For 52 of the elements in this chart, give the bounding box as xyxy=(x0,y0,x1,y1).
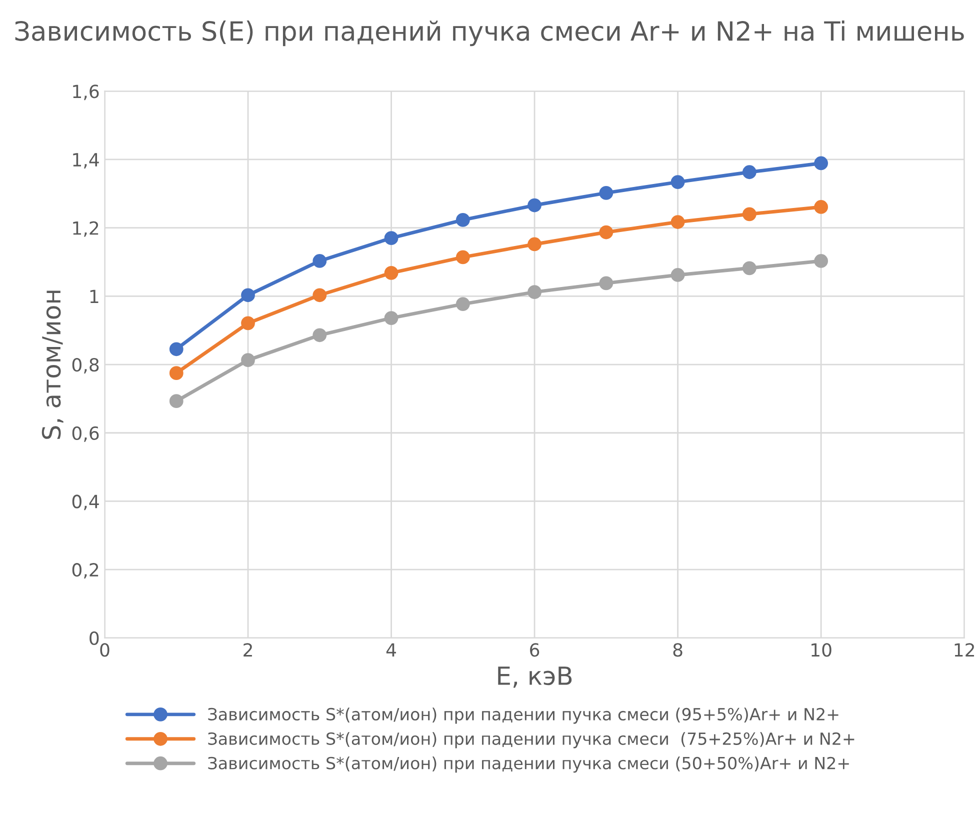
point xyxy=(670,175,685,189)
x-tick-label: 6 xyxy=(530,643,540,657)
point xyxy=(312,254,327,268)
y-tick-label: 0 xyxy=(90,631,99,646)
point xyxy=(241,288,255,302)
legend-label: Зависимость S*(атом/ион) при падении пучка смеси (95+5%)Ar+ и N2+ xyxy=(208,708,838,724)
point xyxy=(312,288,327,302)
x-axis-title: E, кэВ xyxy=(498,666,572,688)
point xyxy=(599,186,614,200)
point xyxy=(528,237,542,252)
point xyxy=(528,198,542,212)
y-tick-label: 0,4 xyxy=(72,494,99,510)
point xyxy=(241,353,255,368)
point xyxy=(384,266,398,280)
y-tick-label: 1 xyxy=(90,290,98,304)
x-tick-label: 8 xyxy=(673,643,682,657)
point xyxy=(599,225,614,240)
point xyxy=(241,316,255,330)
point xyxy=(456,213,470,227)
point xyxy=(169,342,184,356)
x-tick-label: 2 xyxy=(244,643,252,656)
point xyxy=(456,297,470,311)
y-tick-label: 1,6 xyxy=(73,84,99,100)
point xyxy=(312,328,327,342)
y-tick-label: 1,2 xyxy=(73,221,98,237)
point xyxy=(169,394,184,408)
point xyxy=(670,268,685,282)
y-tick-label: 0,6 xyxy=(72,426,99,442)
point xyxy=(599,276,614,290)
y-tick-label: 0,8 xyxy=(72,358,99,374)
chart-title: Зависимость S(E) при падений пучка смеси Ar+ и N2+ на Ti мишень xyxy=(15,20,964,46)
point xyxy=(814,156,828,170)
legend-label: Зависимость S*(атом/ион) при падении пучка смеси (50+50%)Ar+ и N2+ xyxy=(208,756,849,773)
legend-label: Зависимость S*(атом/ион) при падении пучка смеси (75+25%)Ar+ и N2+ xyxy=(208,732,854,748)
x-tick-label: 0 xyxy=(100,643,110,657)
y-tick-label: 1,4 xyxy=(73,153,99,168)
point xyxy=(670,215,685,229)
point xyxy=(384,311,398,325)
point xyxy=(384,231,398,246)
y-tick-label: 0,2 xyxy=(72,563,98,579)
x-tick-label: 12 xyxy=(954,643,974,656)
point xyxy=(814,200,828,214)
point xyxy=(742,261,756,276)
point xyxy=(528,285,542,300)
x-tick-label: 10 xyxy=(812,643,832,657)
point xyxy=(169,366,184,380)
point xyxy=(742,165,756,180)
point xyxy=(814,254,828,268)
point xyxy=(742,207,756,222)
x-tick-label: 4 xyxy=(386,643,396,656)
point xyxy=(456,250,470,264)
y-axis-title: S, атом/ион xyxy=(42,290,64,439)
